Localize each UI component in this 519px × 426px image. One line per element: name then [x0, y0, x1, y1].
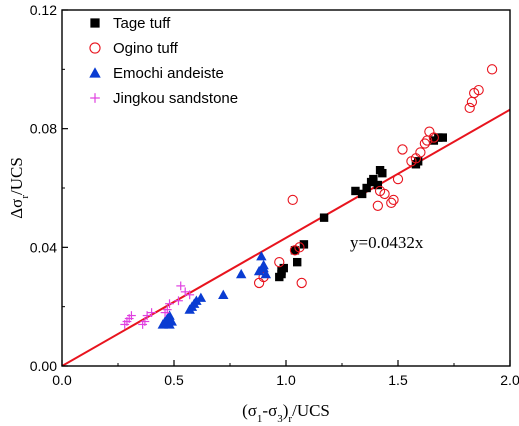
- y-tick-label: 0.04: [30, 239, 57, 255]
- y-tick-label: 0.00: [30, 358, 57, 374]
- data-point-tage-tuff: [351, 186, 360, 196]
- data-point-emochi-andeiste: [164, 310, 175, 320]
- data-point-ogino-tuff: [294, 242, 305, 253]
- data-point-ogino-tuff: [379, 188, 390, 200]
- legend-marker-tage-tuff: [90, 18, 100, 28]
- data-point-emochi-andeiste: [218, 289, 229, 299]
- data-point-tage-tuff: [319, 213, 329, 222]
- data-point-jingkou-sandstone: [165, 299, 174, 309]
- series-jingkou-sandstone: [120, 281, 195, 329]
- data-point-jingkou-sandstone: [180, 287, 190, 297]
- data-point-ogino-tuff: [397, 144, 408, 155]
- data-point-tage-tuff: [373, 180, 383, 190]
- plot-frame: [61, 9, 511, 367]
- data-point-tage-tuff: [279, 263, 288, 273]
- data-point-jingkou-sandstone: [185, 290, 195, 300]
- data-point-tage-tuff: [413, 157, 423, 166]
- legend-label-emochi-andeiste: Emochi andeiste: [113, 65, 224, 82]
- data-point-ogino-tuff: [415, 147, 426, 158]
- legend-label-tage-tuff: Tage tuff: [113, 15, 171, 32]
- data-point-ogino-tuff: [392, 173, 404, 185]
- data-point-ogino-tuff: [473, 84, 484, 96]
- data-point-ogino-tuff: [287, 194, 298, 206]
- data-point-ogino-tuff: [464, 102, 475, 114]
- data-point-jingkou-sandstone: [142, 311, 152, 320]
- x-tick-label: 2.0: [500, 372, 519, 388]
- data-point-emochi-andeiste: [256, 251, 267, 261]
- x-axis-title: (σ1-σ3)r/UCS: [242, 401, 330, 425]
- data-point-jingkou-sandstone: [140, 317, 150, 326]
- data-point-ogino-tuff: [428, 132, 439, 143]
- series-emochi-andeiste: [157, 251, 272, 329]
- series-ogino-tuff: [253, 64, 498, 289]
- y-tick-label: 0.12: [30, 2, 57, 18]
- data-point-jingkou-sandstone: [127, 311, 136, 320]
- data-point-ogino-tuff: [419, 138, 431, 149]
- data-point-tage-tuff: [299, 240, 309, 249]
- data-point-ogino-tuff: [486, 64, 498, 75]
- data-point-tage-tuff: [290, 246, 300, 255]
- data-point-emochi-andeiste: [236, 268, 247, 279]
- data-point-tage-tuff: [369, 174, 378, 184]
- legend-marker-jingkou-sandstone: [90, 93, 100, 103]
- data-point-ogino-tuff: [372, 200, 383, 211]
- fit-equation-label: y=0.0432x: [350, 233, 424, 252]
- fit-line: [62, 108, 510, 366]
- y-axis-title: Δσr/UCS: [7, 157, 31, 219]
- legend-marker-ogino-tuff: [89, 42, 101, 54]
- data-point-ogino-tuff: [253, 277, 265, 289]
- data-point-ogino-tuff: [424, 126, 435, 137]
- data-point-emochi-andeiste: [195, 292, 207, 302]
- data-point-ogino-tuff: [388, 194, 399, 206]
- data-point-emochi-andeiste: [260, 268, 272, 279]
- data-point-jingkou-sandstone: [176, 281, 186, 291]
- data-point-jingkou-sandstone: [174, 296, 183, 306]
- data-point-tage-tuff: [438, 133, 447, 142]
- data-point-emochi-andeiste: [253, 265, 265, 276]
- data-point-ogino-tuff: [466, 96, 478, 108]
- data-point-emochi-andeiste: [191, 295, 202, 305]
- legend-label-jingkou-sandstone: Jingkou sandstone: [113, 90, 238, 107]
- data-point-jingkou-sandstone: [147, 308, 156, 317]
- data-point-jingkou-sandstone: [162, 305, 172, 315]
- x-tick-label: 1.0: [276, 372, 296, 388]
- data-point-tage-tuff: [429, 136, 439, 145]
- x-tick-label: 0.0: [52, 372, 72, 388]
- x-tick-label: 1.5: [388, 372, 408, 388]
- data-point-emochi-andeiste: [258, 262, 269, 273]
- data-point-tage-tuff: [362, 183, 371, 193]
- y-tick-label: 0.08: [30, 121, 57, 137]
- data-point-ogino-tuff: [386, 197, 397, 208]
- data-point-tage-tuff: [378, 168, 387, 178]
- series-tage-tuff: [275, 133, 447, 282]
- data-point-tage-tuff: [293, 257, 302, 267]
- legend-marker-emochi-andeiste: [89, 67, 101, 78]
- data-point-tage-tuff: [357, 189, 367, 199]
- x-tick-label: 0.5: [164, 372, 184, 388]
- data-point-emochi-andeiste: [166, 316, 177, 326]
- legend-label-ogino-tuff: Ogino tuff: [113, 40, 179, 57]
- data-point-ogino-tuff: [296, 277, 307, 289]
- data-point-ogino-tuff: [274, 257, 285, 268]
